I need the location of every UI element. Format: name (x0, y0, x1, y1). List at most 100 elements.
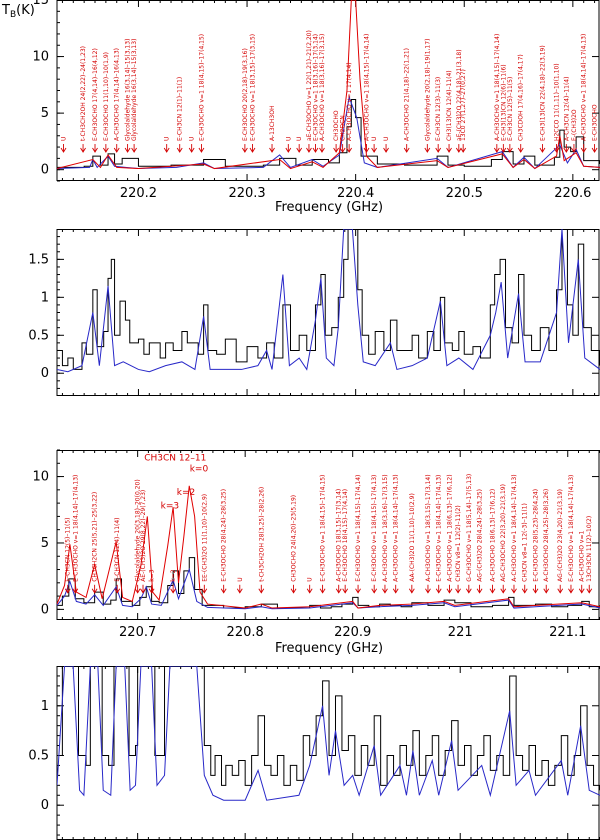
line-id-label: aE-(CH3)2O 22(4,18)–21(3,18) (456, 49, 463, 141)
line-id-label: E-CH3CN 12(4)–11(4) (114, 517, 121, 581)
y-tick-label: 1.5 (28, 252, 49, 267)
line-id-label: EE-(CH3)2O 11(1,10)–10(2,9) (201, 494, 208, 582)
line-id-label: G-CH3OCHO v=1 18(5,14)–17(5,13) (466, 474, 473, 582)
line-id-label: CH3(13)CN 12(4)–11(4) (446, 70, 453, 141)
line-id-arrowhead (425, 588, 431, 594)
line-id-label: E-CH3OCHO 28(5,23)–28(4,24) (532, 489, 539, 582)
line-id-arrowhead (371, 147, 377, 153)
line-id-arrowhead (140, 588, 146, 594)
transition-label: k=0 (190, 464, 209, 474)
line-id-arrowhead (249, 147, 256, 153)
line-id-label: E-CH3(13)CN 12(6)–11(6) (500, 64, 507, 141)
line-id-label: E-CH3OCHO v=1 18(4,14)–17(4,13) (568, 475, 575, 582)
x-tick-label: 220.3 (228, 186, 265, 201)
y-tick-label: 5 (41, 536, 49, 551)
line-id-label: A-CH3OCHO 18(6,13)–17(6,12) (489, 489, 496, 582)
line-id-label: A-CH3OCHO 17(4,14)–16(4,13) (114, 48, 121, 141)
x-tick-label: 220.9 (334, 625, 371, 640)
line-id-arrowhead (335, 588, 342, 594)
spectrum-series-0 (57, 557, 600, 609)
line-id-arrowhead (489, 588, 496, 594)
line-id-arrowhead (392, 588, 399, 594)
y-tick-label: 0 (41, 602, 49, 617)
line-id-label: Glycolaldehyde 16(3,14)–15(3,13) (125, 39, 132, 141)
line-id-label: A-CH3OCHO 18(3,15)–17(3,14) (336, 489, 343, 582)
line-id-arrowhead (285, 147, 292, 153)
line-id-arrowhead (460, 147, 467, 153)
line-id-arrowhead (355, 588, 361, 594)
y-tick-label: 0 (41, 163, 49, 178)
line-id-arrowhead (124, 147, 131, 153)
line-id-arrowhead (269, 147, 275, 153)
x-tick-label: 220.6 (554, 186, 591, 201)
line-id-label: Glycolaldehyde 20(2,18)–19(1,17) (424, 39, 431, 141)
line-id-label: E-CH3OCHO 17(4,14)–16(4,12) (92, 48, 99, 141)
line-id-arrowhead (446, 588, 453, 594)
line-id-label: A-CH3OCHO v=1 18(3,16)–17(3,15) (382, 474, 389, 581)
y-tick-label: 0 (41, 798, 49, 813)
x-tick-label: 220.2 (120, 186, 157, 201)
x-tick-label: 220.5 (446, 186, 483, 201)
spectrum-series-1 (57, 567, 600, 610)
line-id-label: U (371, 137, 378, 141)
line-id-arrowhead (64, 588, 71, 594)
line-id-label: E-CH3CN 12(5)–11(5) (507, 77, 514, 141)
plot-frame (56, 229, 600, 396)
line-id-arrowhead (220, 588, 227, 594)
line-id-arrowhead (403, 147, 410, 153)
line-id-label: k=2 (170, 569, 177, 582)
line-id-arrowhead (476, 588, 483, 594)
line-id-label: E-CH3OCHO v=1 18(4,15)–17(4,13) (371, 475, 378, 582)
line-id-arrowhead (568, 588, 574, 594)
line-id-label: E-CH3(13)CN 22(4,18)–22(3,19) (539, 45, 546, 141)
line-id-label: E-CH3OCHO 28(4,24)–28(3,25) (221, 489, 228, 582)
line-id-label: A-CH3OCHO v=1 18(4,15)–17(4,14) (494, 34, 501, 141)
line-id-label: U (285, 137, 292, 141)
line-id-label: E-CH3CN 12(3)–11(3) (435, 77, 442, 141)
x-tick-label: 220.4 (337, 186, 374, 201)
line-id-arrowhead (80, 147, 86, 153)
line-id-label: E-CH3CN 12(5)–11(5) (65, 517, 72, 581)
spectrum-series-1 (57, 229, 600, 373)
line-id-label: A-13CH3OH (269, 106, 276, 142)
line-id-arrowhead (102, 147, 109, 153)
y-tick-label: 5 (41, 106, 49, 121)
line-id-label: CH3CN v8=1 12(2)–11(2) (455, 505, 462, 582)
x-axis-label-bottom-group: Frequency (GHz) (275, 641, 383, 656)
y-tick-label: 1 (41, 290, 49, 305)
y-tick-label: 0 (41, 366, 49, 381)
line-id-label: CH3CH2CN 25(5,21)–25(3,22) (92, 492, 99, 582)
line-id-label: A-CH3OCHO v=1 18(4,14)–17(4,13) (581, 34, 588, 141)
y-tick-label: 0.5 (28, 328, 49, 343)
panel-B-bottom: 00.51 (28, 666, 600, 840)
line-id-label: AG-CH3OCHO 22(3,20)–21(3,19) (500, 484, 507, 582)
line-id-arrowhead (319, 147, 325, 153)
line-id-arrowhead (339, 147, 346, 153)
line-id-arrowhead (312, 147, 319, 153)
y-tick-label: 10 (32, 470, 49, 485)
line-id-arrowhead (346, 147, 353, 153)
line-id-label: U (164, 137, 171, 141)
line-id-arrowhead (176, 147, 183, 153)
line-id-arrowhead (543, 588, 550, 594)
y-tick-label: 0.5 (28, 748, 49, 763)
line-id-arrowhead (306, 588, 313, 594)
line-id-arrowhead (435, 147, 442, 153)
line-id-label: E-CH3OCHO v=1 18(4,15)–17(4,15) (198, 34, 205, 141)
line-id-label: U (307, 577, 314, 581)
line-id-label: Glycolaldehyde 16(3,14)–15(3,13) (131, 39, 138, 141)
line-id-arrowhead (435, 588, 442, 594)
line-id-label: E-CH3OCHO 18(4,15)–17(4,14) (342, 489, 349, 582)
line-id-arrowhead (258, 588, 265, 594)
x-tick-label: 221.1 (549, 625, 586, 640)
line-id-label: AE-(CH3)2O 29(8,22)–29(7,23) (140, 490, 147, 582)
line-id-arrowhead (506, 147, 513, 153)
line-id-label: Glycolaldehyde 20(3,18)–20(0,20) (135, 479, 142, 581)
line-id-label: E-CH3OCHO 11(1,10)–10(1,9) (103, 52, 110, 141)
line-id-arrowhead (408, 588, 415, 594)
line-id-label: A-CH3OCHO v=1 17(4,14) (346, 62, 353, 141)
line-id-label: A-CH3OCHO v=1 18(3,15)–17(3,14) (425, 474, 432, 581)
line-id-label: E-CH3OCHO 20(2,18)–19(3,16) (242, 48, 249, 141)
line-id-arrowhead (371, 588, 378, 594)
